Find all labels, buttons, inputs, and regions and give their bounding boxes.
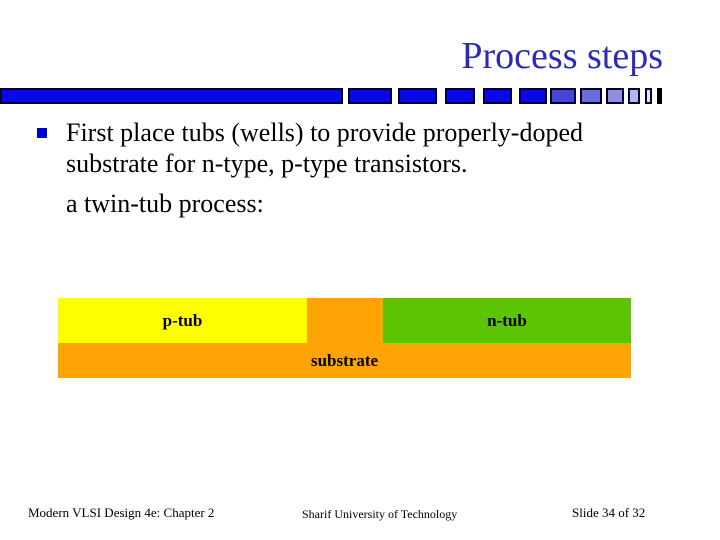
bar-segment — [445, 88, 475, 104]
footer-book-title: Modern VLSI Design 4e: Chapter 2 — [28, 505, 215, 520]
footer-institution: Sharif University of Technology — [302, 507, 458, 521]
bar-segment — [398, 88, 437, 104]
p-tub-region: p-tub — [58, 298, 307, 343]
bar-segment — [550, 88, 576, 104]
bar-segment — [606, 88, 624, 104]
substrate-region: substrate — [58, 343, 631, 378]
bar-segment — [0, 88, 343, 104]
bullet-square-icon — [37, 128, 47, 138]
twin-tub-diagram: p-tub n-tub substrate — [58, 298, 631, 378]
bar-segment — [657, 88, 662, 104]
footer-slide-number: Slide 34 of 32 — [572, 505, 646, 520]
bullet-text-line: substrate for n-type, p-type transistors… — [66, 149, 468, 178]
bar-segment — [519, 88, 547, 104]
bullet-text-line: First place tubs (wells) to provide prop… — [66, 118, 583, 147]
bar-segment — [483, 88, 512, 104]
substrate-label: substrate — [310, 350, 379, 370]
bullet-continuation-text: a twin-tub process: — [66, 189, 264, 218]
bullet-text-block: First place tubs (wells) to provide prop… — [66, 117, 666, 219]
n-tub-region: n-tub — [383, 298, 631, 343]
bar-segment — [348, 88, 392, 104]
slide-title: Process steps — [461, 35, 663, 77]
bar-segment — [628, 88, 640, 104]
bar-segment — [580, 88, 602, 104]
decorative-bar — [0, 88, 663, 104]
n-tub-label: n-tub — [487, 310, 527, 330]
bar-segment — [645, 88, 652, 104]
p-tub-label: p-tub — [162, 310, 203, 330]
